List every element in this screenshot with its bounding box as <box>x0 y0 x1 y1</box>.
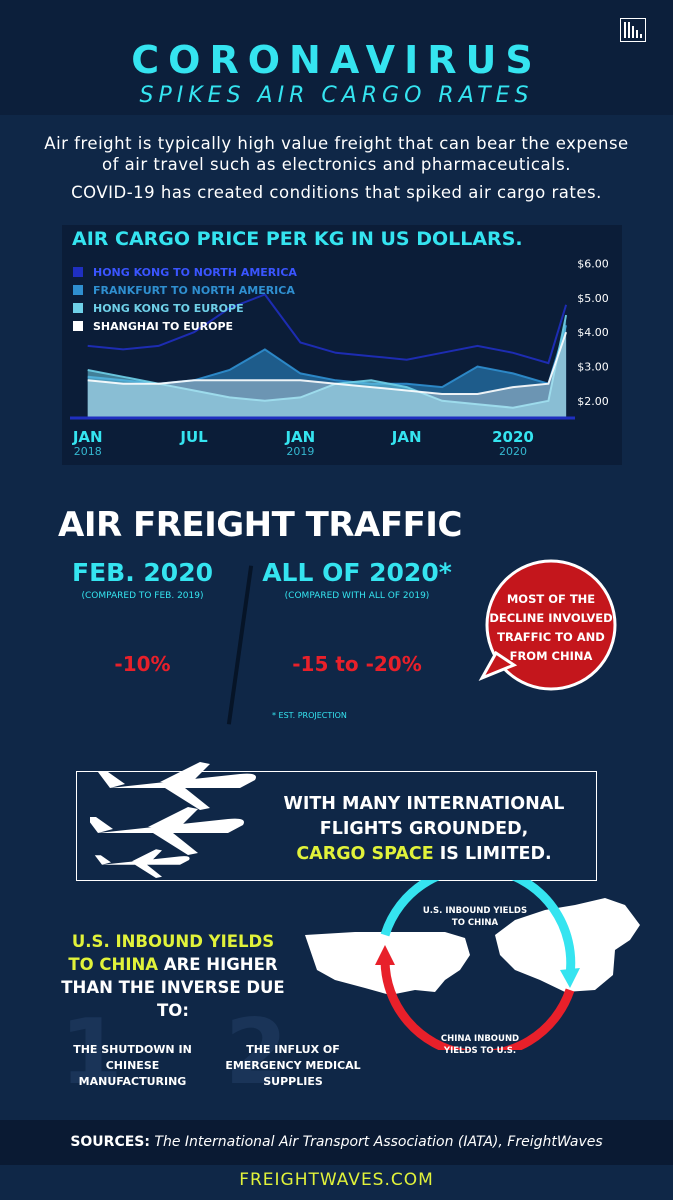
y-tick-label: $5.00 <box>577 292 609 305</box>
x-tick-label: JUL <box>179 428 208 446</box>
traffic-title: AIR FREIGHT TRAFFIC <box>58 505 462 545</box>
legend-label: SHANGHAI TO EUROPE <box>93 320 233 333</box>
intro-1: Air freight is typically high value frei… <box>44 134 629 174</box>
title: CORONAVIRUS <box>131 38 542 82</box>
reason-text: THE INFLUX OF EMERGENCY MEDICAL SUPPLIES <box>225 1043 361 1088</box>
bubble-text: MOST OF THE DECLINE INVOLVED TRAFFIC TO … <box>489 592 613 663</box>
y-tick-label: $3.00 <box>577 361 609 374</box>
traffic-note: (COMPARED WITH ALL OF 2019) <box>284 591 430 601</box>
legend-swatch <box>73 285 83 295</box>
y-tick-label: $4.00 <box>577 326 609 339</box>
x-tick-sublabel: 2019 <box>286 445 314 458</box>
line <box>87 293 568 365</box>
x-tick-label: 2020 <box>492 428 534 446</box>
yields-highlight: U.S. INBOUND YIELDS TO CHINA <box>68 932 275 974</box>
sources-text: The International Air Transport Associat… <box>154 1134 603 1150</box>
legend-label: HONG KONG TO NORTH AMERICA <box>93 266 297 279</box>
traffic-heading: ALL OF 2020* <box>262 558 452 587</box>
line <box>87 331 568 395</box>
reason-text: THE SHUTDOWN IN CHINESE MANUFACTURING <box>73 1043 192 1088</box>
area <box>87 315 567 418</box>
footnote: * EST. PROJECTION <box>272 711 347 720</box>
maps <box>305 880 640 1050</box>
sources: SOURCES: The International Air Transport… <box>0 1134 673 1150</box>
traffic-value: -15 to -20% <box>292 652 422 676</box>
chart: AIR CARGO PRICE PER KG IN US DOLLARS. HO… <box>62 225 622 465</box>
cargo-text: WITH MANY INTERNATIONAL FLIGHTS GROUNDED,… <box>265 792 583 867</box>
arrow-label: U.S. INBOUND YIELDS TO CHINA <box>422 906 528 928</box>
arrow-label: CHINA INBOUND YIELDS TO U.S. <box>440 1034 520 1056</box>
divider <box>226 565 254 725</box>
legend-swatch <box>73 321 83 331</box>
legend-swatch <box>73 267 83 277</box>
subtitle: SPIKES AIR CARGO RATES <box>139 83 534 108</box>
chart-panel <box>62 225 622 465</box>
legend-swatch <box>73 303 83 313</box>
x-tick-label: JAN <box>284 428 315 446</box>
cargo-line: FLIGHTS GROUNDED, <box>319 819 529 839</box>
logo <box>620 18 646 42</box>
yields-rest: ARE HIGHER THAN THE INVERSE DUE TO: <box>61 955 285 1020</box>
header-band <box>0 0 673 115</box>
sources-band <box>0 1120 673 1165</box>
yields-heading: U.S. INBOUND YIELDS TO CHINA ARE HIGHER … <box>58 930 288 1022</box>
reason-number: 1 <box>60 1000 123 1105</box>
chart-title: AIR CARGO PRICE PER KG IN US DOLLARS. <box>72 228 523 250</box>
traffic-heading: FEB. 2020 <box>72 558 213 587</box>
x-tick-label: JAN <box>391 428 422 446</box>
cargo-highlight: CARGO SPACE <box>296 844 434 864</box>
cargo-box <box>76 771 597 881</box>
bubble-shape <box>478 559 617 691</box>
x-tick-sublabel: 2020 <box>499 445 527 458</box>
intro-2: COVID-19 has created conditions that spi… <box>71 183 602 202</box>
x-tick-sublabel: 2018 <box>74 445 102 458</box>
traffic-note: (COMPARED TO FEB. 2019) <box>81 591 204 601</box>
reason-number: 2 <box>225 1000 288 1105</box>
x-tick-label: JAN <box>72 428 103 446</box>
footer: FREIGHTWAVES.COM <box>239 1170 434 1190</box>
legend-label: FRANKFURT TO NORTH AMERICA <box>93 284 295 297</box>
legend-label: HONG KONG TO EUROPE <box>93 302 244 315</box>
area <box>87 332 567 418</box>
traffic-value: -10% <box>114 652 171 676</box>
cargo-rest: IS LIMITED. <box>439 844 552 864</box>
planes <box>90 762 256 878</box>
sources-label: SOURCES: <box>70 1134 150 1150</box>
y-tick-label: $6.00 <box>577 258 609 271</box>
y-tick-label: $2.00 <box>577 395 609 408</box>
cargo-line: WITH MANY INTERNATIONAL <box>283 794 565 814</box>
